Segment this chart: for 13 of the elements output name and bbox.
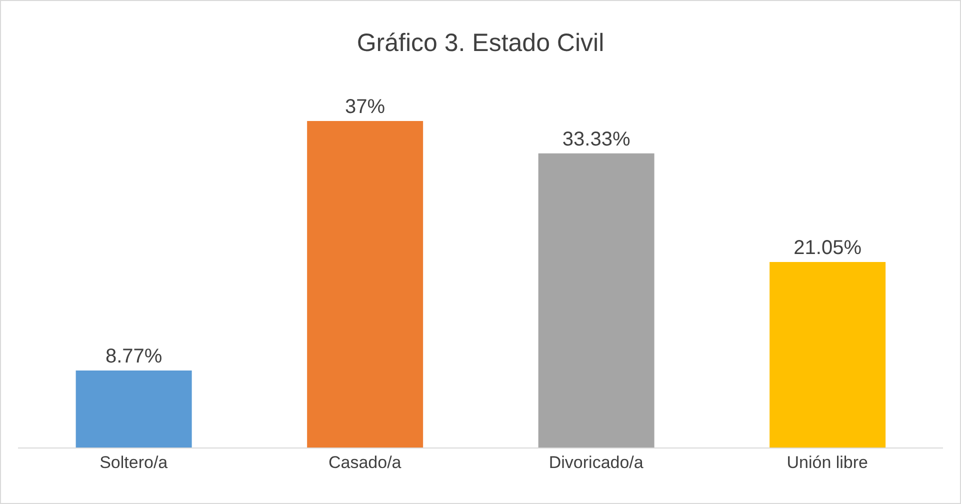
data-label: 21.05%: [794, 236, 862, 259]
chart-title: Gráfico 3. Estado Civil: [356, 29, 606, 58]
data-label: 33.33%: [562, 128, 630, 150]
bar: [770, 262, 886, 448]
bar: [538, 153, 654, 448]
bar: [76, 370, 192, 448]
x-tick-label: Casado/a: [328, 453, 402, 472]
data-label: 8.77%: [105, 345, 162, 368]
bar: [307, 121, 424, 448]
x-tick-label: Soltero/a: [100, 453, 168, 472]
data-label: 37%: [345, 96, 386, 118]
x-tick-label: Unión libre: [786, 453, 868, 472]
x-tick-label: Divoricado/a: [548, 453, 644, 472]
